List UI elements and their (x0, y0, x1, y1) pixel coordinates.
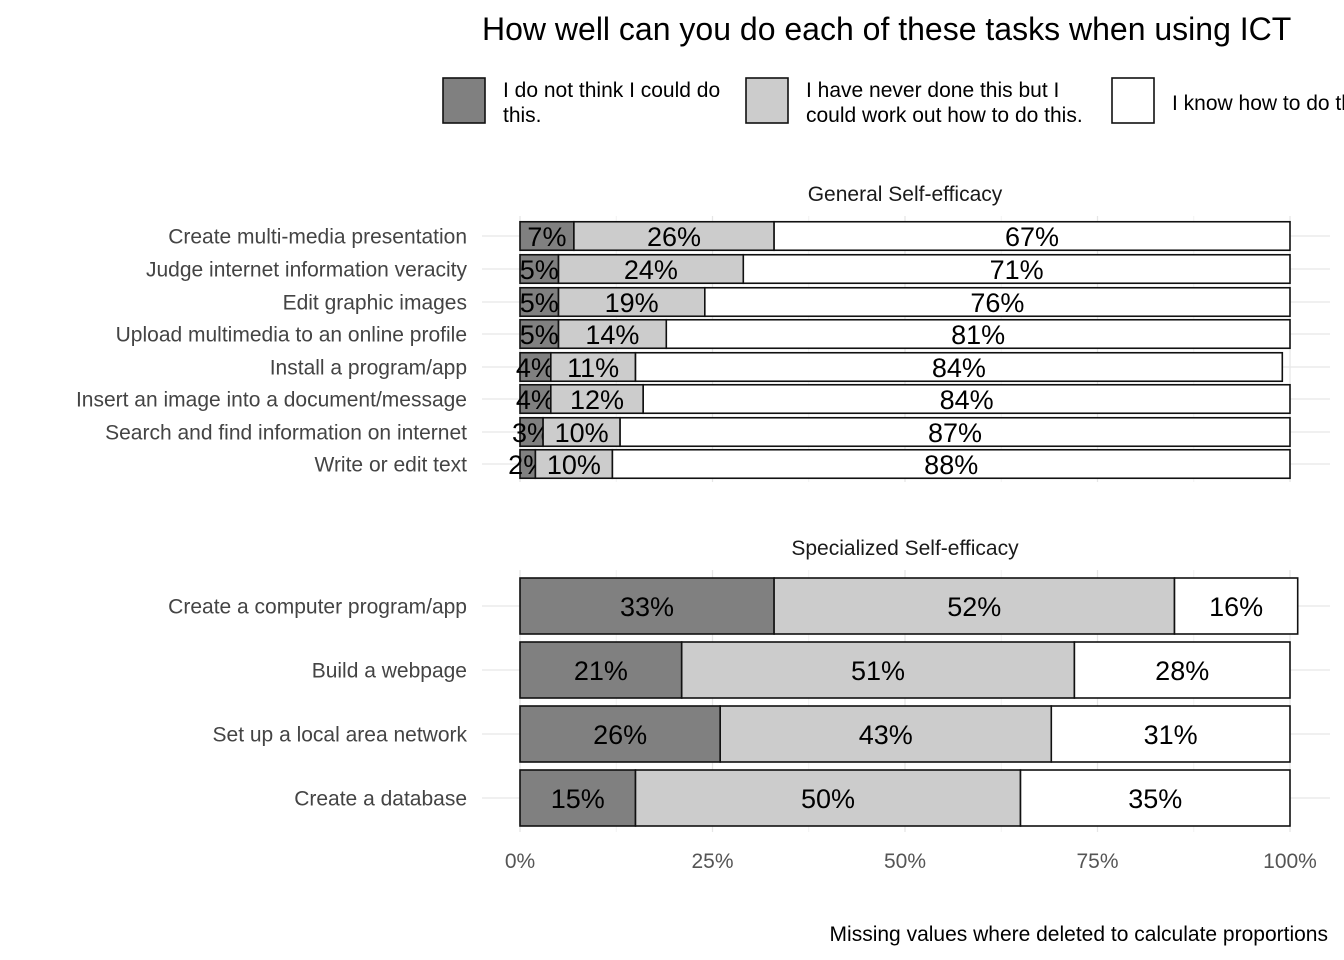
category-label: Install a program/app (270, 357, 467, 380)
x-axis: 0% 25% 50% 75% 100% (505, 850, 1317, 873)
data-label: 11% (567, 353, 619, 383)
data-label: 35% (1128, 784, 1182, 814)
legend-swatch (1111, 77, 1155, 124)
data-label: 51% (851, 656, 905, 686)
category-label: Write or edit text (315, 454, 468, 477)
legend-swatch (745, 77, 789, 124)
bar-segment (1073, 641, 1291, 699)
data-label: 84% (940, 385, 994, 415)
category-label: Upload multimedia to an online profile (116, 324, 467, 347)
bar-segment (634, 351, 1284, 383)
bar-segment (619, 416, 1291, 448)
x-tick-label: 25% (691, 850, 733, 873)
bar-segment (1173, 577, 1299, 635)
panel-title: Specialized Self-efficacy (791, 537, 1019, 560)
bar-segment (773, 577, 1176, 635)
category-label: Edit graphic images (283, 292, 467, 315)
bar-segment (1050, 705, 1291, 763)
bar-segment (519, 220, 575, 252)
x-tick-label: 100% (1263, 850, 1317, 873)
data-label: 52% (947, 592, 1001, 622)
category-label: Create multi-media presentation (168, 226, 467, 249)
bar-segment (742, 253, 1291, 285)
data-label: 7% (527, 222, 566, 252)
data-label: 5% (520, 288, 559, 318)
data-label: 24% (624, 255, 678, 285)
legend-swatch (442, 77, 486, 124)
bar-segment (611, 448, 1291, 480)
data-label: 19% (605, 288, 659, 318)
legend-label: I know how to do this. (1172, 92, 1344, 115)
panel: General Self-efficacy Create multi-media … (76, 183, 1330, 482)
data-label: 76% (970, 288, 1024, 318)
data-label: 87% (928, 418, 982, 448)
panel-title: General Self-efficacy (808, 183, 1003, 206)
data-label: 67% (1005, 222, 1059, 252)
bar-segment (773, 220, 1291, 252)
x-tick-label: 75% (1076, 850, 1118, 873)
chart-panels: General Self-efficacy Create multi-media … (76, 183, 1330, 832)
data-label: 4% (516, 385, 555, 415)
data-label: 12% (570, 385, 624, 415)
data-label: 84% (932, 353, 986, 383)
x-tick-label: 0% (505, 850, 535, 873)
bar-segment (519, 705, 721, 763)
x-tick-label: 50% (884, 850, 926, 873)
data-label: 5% (520, 255, 559, 285)
category-label: Insert an image into a document/message (76, 389, 467, 412)
data-label: 81% (951, 320, 1005, 350)
bar-segment (519, 769, 637, 827)
bar-segment (519, 641, 683, 699)
category-label: Search and find information on internet (105, 422, 467, 445)
category-label: Judge internet information veracity (146, 259, 467, 282)
legend-label: I have never done this but I (806, 79, 1059, 102)
bar-segment (665, 318, 1291, 350)
data-label: 21% (574, 656, 628, 686)
bar-segment (557, 286, 706, 318)
chart-title: How well can you do each of these tasks … (482, 11, 1291, 47)
bar-segment (703, 286, 1291, 318)
data-label: 14% (585, 320, 639, 350)
data-label: 88% (924, 450, 978, 480)
data-label: 5% (520, 320, 559, 350)
panel: Specialized Self-efficacy Create a comput… (168, 537, 1330, 832)
data-label: 4% (516, 353, 555, 383)
legend-label: this. (503, 104, 542, 127)
data-label: 16% (1209, 592, 1263, 622)
bar-segment (642, 383, 1291, 415)
data-label: 26% (593, 720, 647, 750)
data-label: 50% (801, 784, 855, 814)
data-label: 43% (859, 720, 913, 750)
data-label: 71% (990, 255, 1044, 285)
data-label: 33% (620, 592, 674, 622)
category-label: Create a computer program/app (168, 596, 467, 619)
bar-segment (519, 383, 552, 415)
legend-label: could work out how to do this. (806, 104, 1083, 127)
bar-segment (519, 318, 560, 350)
bar-segment (719, 705, 1053, 763)
category-label: Build a webpage (312, 660, 467, 683)
data-label: 10% (547, 450, 601, 480)
data-label: 28% (1155, 656, 1209, 686)
legend-label: I do not think I could do (503, 79, 720, 102)
legend-item: I know how to do this. (1111, 77, 1344, 124)
bar-segment (519, 286, 560, 318)
category-label: Set up a local area network (213, 724, 468, 747)
chart-caption: Missing values where deleted to calculat… (830, 923, 1328, 946)
category-label: Create a database (294, 788, 467, 811)
data-label: 15% (551, 784, 605, 814)
data-label: 10% (555, 418, 609, 448)
data-label: 31% (1144, 720, 1198, 750)
bar-segment (1019, 769, 1291, 827)
data-label: 26% (647, 222, 701, 252)
